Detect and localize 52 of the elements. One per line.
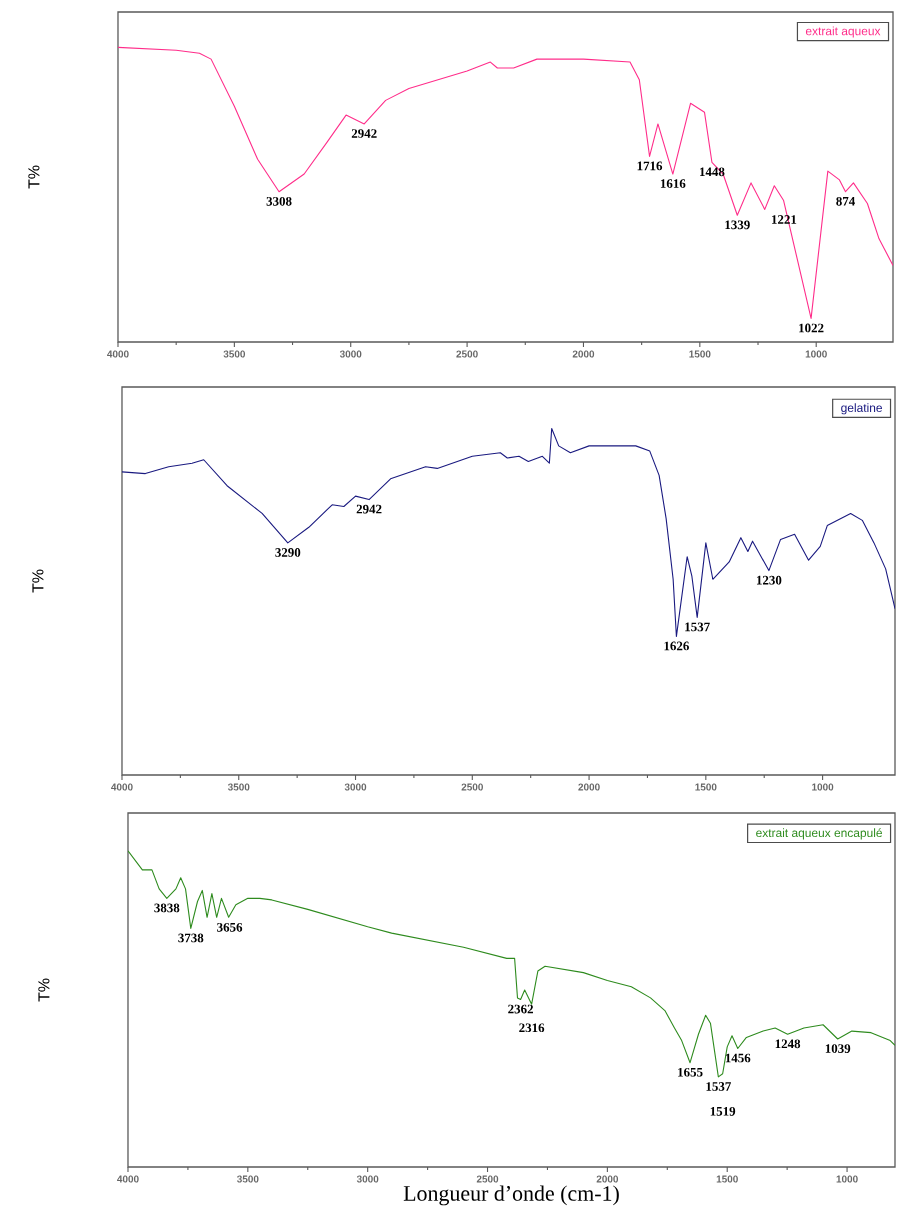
x-tick-label: 3500 [236, 1175, 259, 1183]
x-tick-label: 3000 [356, 1175, 379, 1183]
annotation: 1655 [678, 1067, 703, 1077]
x-tick-label: 3500 [227, 783, 250, 791]
annotation: 1022 [799, 323, 824, 333]
annotation: 1339 [725, 220, 750, 230]
annotation: 3656 [217, 922, 243, 932]
annotation: 3738 [178, 933, 204, 943]
annotation: 3308 [266, 196, 292, 206]
annotation: 1039 [825, 1044, 851, 1053]
x-tick-label: 3500 [223, 350, 246, 358]
text: extrait aqueux [805, 26, 881, 38]
annotation: 3838 [154, 903, 180, 913]
y-axis-title: T% [32, 569, 44, 593]
annotation: 1248 [775, 1039, 801, 1049]
x-tick-label: 2000 [572, 350, 595, 358]
x-tick-label: 1000 [812, 783, 834, 791]
x-tick-label: 3000 [344, 783, 367, 791]
x-tick-label: 2500 [461, 783, 483, 791]
x-tick-label: 1500 [689, 350, 711, 358]
annotation: 2316 [519, 1023, 545, 1033]
annotation: 1230 [756, 575, 782, 585]
x-tick-label: 4000 [117, 1175, 139, 1183]
text: gelatine [841, 403, 882, 415]
annotation: 1221 [772, 215, 797, 224]
x-tick-label: 1500 [695, 783, 717, 791]
annotation: 1537 [706, 1082, 731, 1091]
x-tick-label: 1000 [836, 1175, 858, 1183]
annotation: 1716 [637, 161, 663, 171]
annotation: 874 [836, 196, 855, 206]
y-axis-title: T% [28, 165, 40, 189]
x-tick-label: 4000 [107, 350, 129, 358]
x-tick-label: 3000 [339, 350, 362, 358]
x-tick-label: 2000 [578, 783, 600, 791]
x-tick-label: 2500 [456, 350, 478, 358]
annotation: 2362 [508, 1004, 533, 1014]
x-tick-label: 2000 [596, 1175, 619, 1183]
annotation: 2942 [356, 504, 382, 514]
x-tick-label: 2500 [476, 1175, 499, 1183]
x-axis-title: Longueur d’onde (cm-1) [403, 1185, 619, 1206]
annotation: 2942 [351, 129, 377, 138]
annotation: 1626 [664, 641, 689, 651]
annotation: 1537 [685, 622, 710, 632]
annotation: 1519 [710, 1106, 736, 1116]
annotation: 1456 [725, 1053, 751, 1063]
annotation: 1616 [660, 179, 686, 188]
y-axis-title: T% [38, 978, 50, 1002]
x-tick-label: 1500 [716, 1175, 738, 1183]
x-tick-label: 4000 [111, 783, 133, 791]
x-tick-label: 1000 [805, 350, 827, 358]
annotation: 3290 [275, 548, 301, 557]
text: extrait aqueux encapulé [756, 828, 882, 840]
